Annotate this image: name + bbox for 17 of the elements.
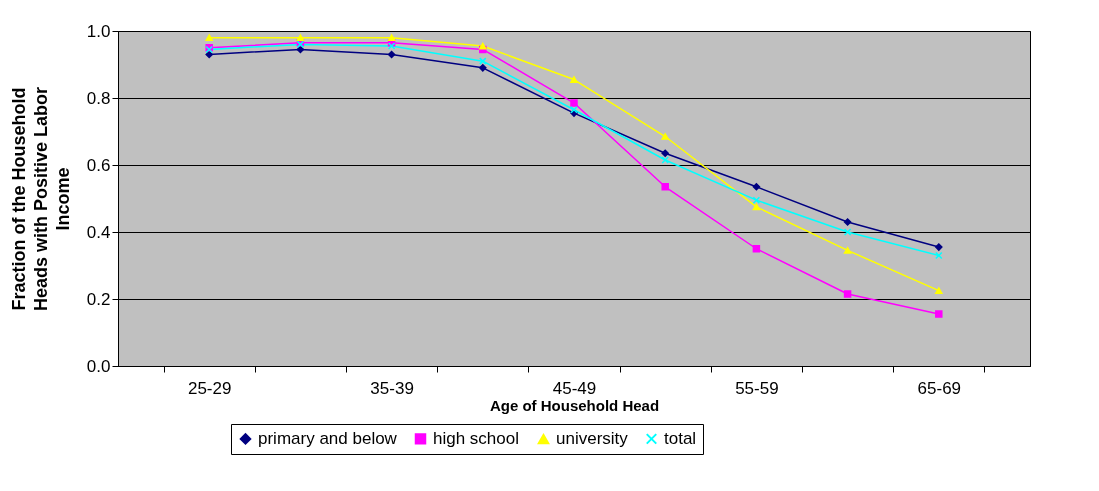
y-tick-label: 0.6 [86,155,111,175]
y-tick-label: 0.0 [86,356,111,376]
y-axis-title: Fraction of the Household Heads with Positive Labor Income [8,86,73,312]
legend-label: university [556,429,629,449]
x-tick-label: 65-69 [917,378,962,398]
legend-label: high school [433,428,520,448]
y-tick-label: 1.0 [86,21,111,41]
legend-label: total [664,428,697,448]
x-tick-label: 25-29 [187,378,232,398]
x-axis-title: Age of Household Head [489,396,660,414]
legend-label: primary and below [258,428,398,448]
y-tick-label: 0.4 [86,222,111,242]
x-tick-label: 55-59 [735,378,779,398]
y-tick-label: 0.8 [86,88,111,108]
x-tick-label: 45-49 [552,378,597,398]
x-tick-label: 35-39 [370,378,414,398]
y-tick-label: 0.2 [86,289,111,309]
